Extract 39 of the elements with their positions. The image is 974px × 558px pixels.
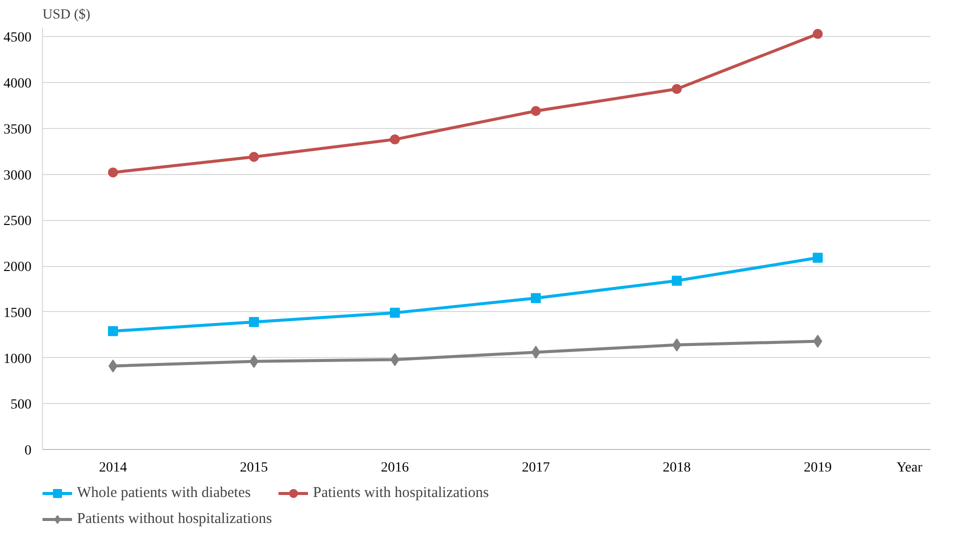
point [248,152,259,162]
y-tick-label: 0 [24,444,32,458]
y-tick-label: 4000 [4,76,32,92]
point [531,346,540,359]
point [813,334,822,348]
y-tick-label: 3500 [4,122,32,138]
y-tick-label: 2500 [4,214,32,230]
point [248,316,259,327]
point [390,134,400,144]
legend-label: Patients with hospitalizations [313,484,489,502]
legend-label: Patients without hospitalizations [77,510,272,528]
point [530,106,541,116]
y-tick-label: 500 [10,398,32,413]
x-tick-label: 2016 [380,460,409,476]
point [390,308,400,318]
point [672,276,682,286]
point [108,360,118,373]
point [812,252,823,263]
x-tick-label: 2015 [240,460,268,476]
y-tick-label: 1500 [4,306,32,321]
y-tick-label: 3000 [4,168,32,184]
x-axis-title: Year [896,460,923,476]
point [672,338,682,352]
y-tick-label: 1000 [4,352,32,367]
point [812,28,823,39]
point [108,167,118,178]
y-tick-label: 4500 [4,30,32,46]
point [108,326,118,336]
y-axis-title: USD ($) [42,8,91,22]
point [530,293,541,304]
point [390,353,400,366]
x-tick-label: 2014 [98,460,127,476]
y-tick-label: 2000 [4,260,32,276]
point [672,84,682,94]
x-tick-label: 2018 [662,460,691,476]
legend-label: Whole patients with diabetes [77,484,251,502]
point [249,354,258,368]
x-tick-label: 2019 [804,460,832,476]
x-tick-label: 2017 [522,460,550,476]
